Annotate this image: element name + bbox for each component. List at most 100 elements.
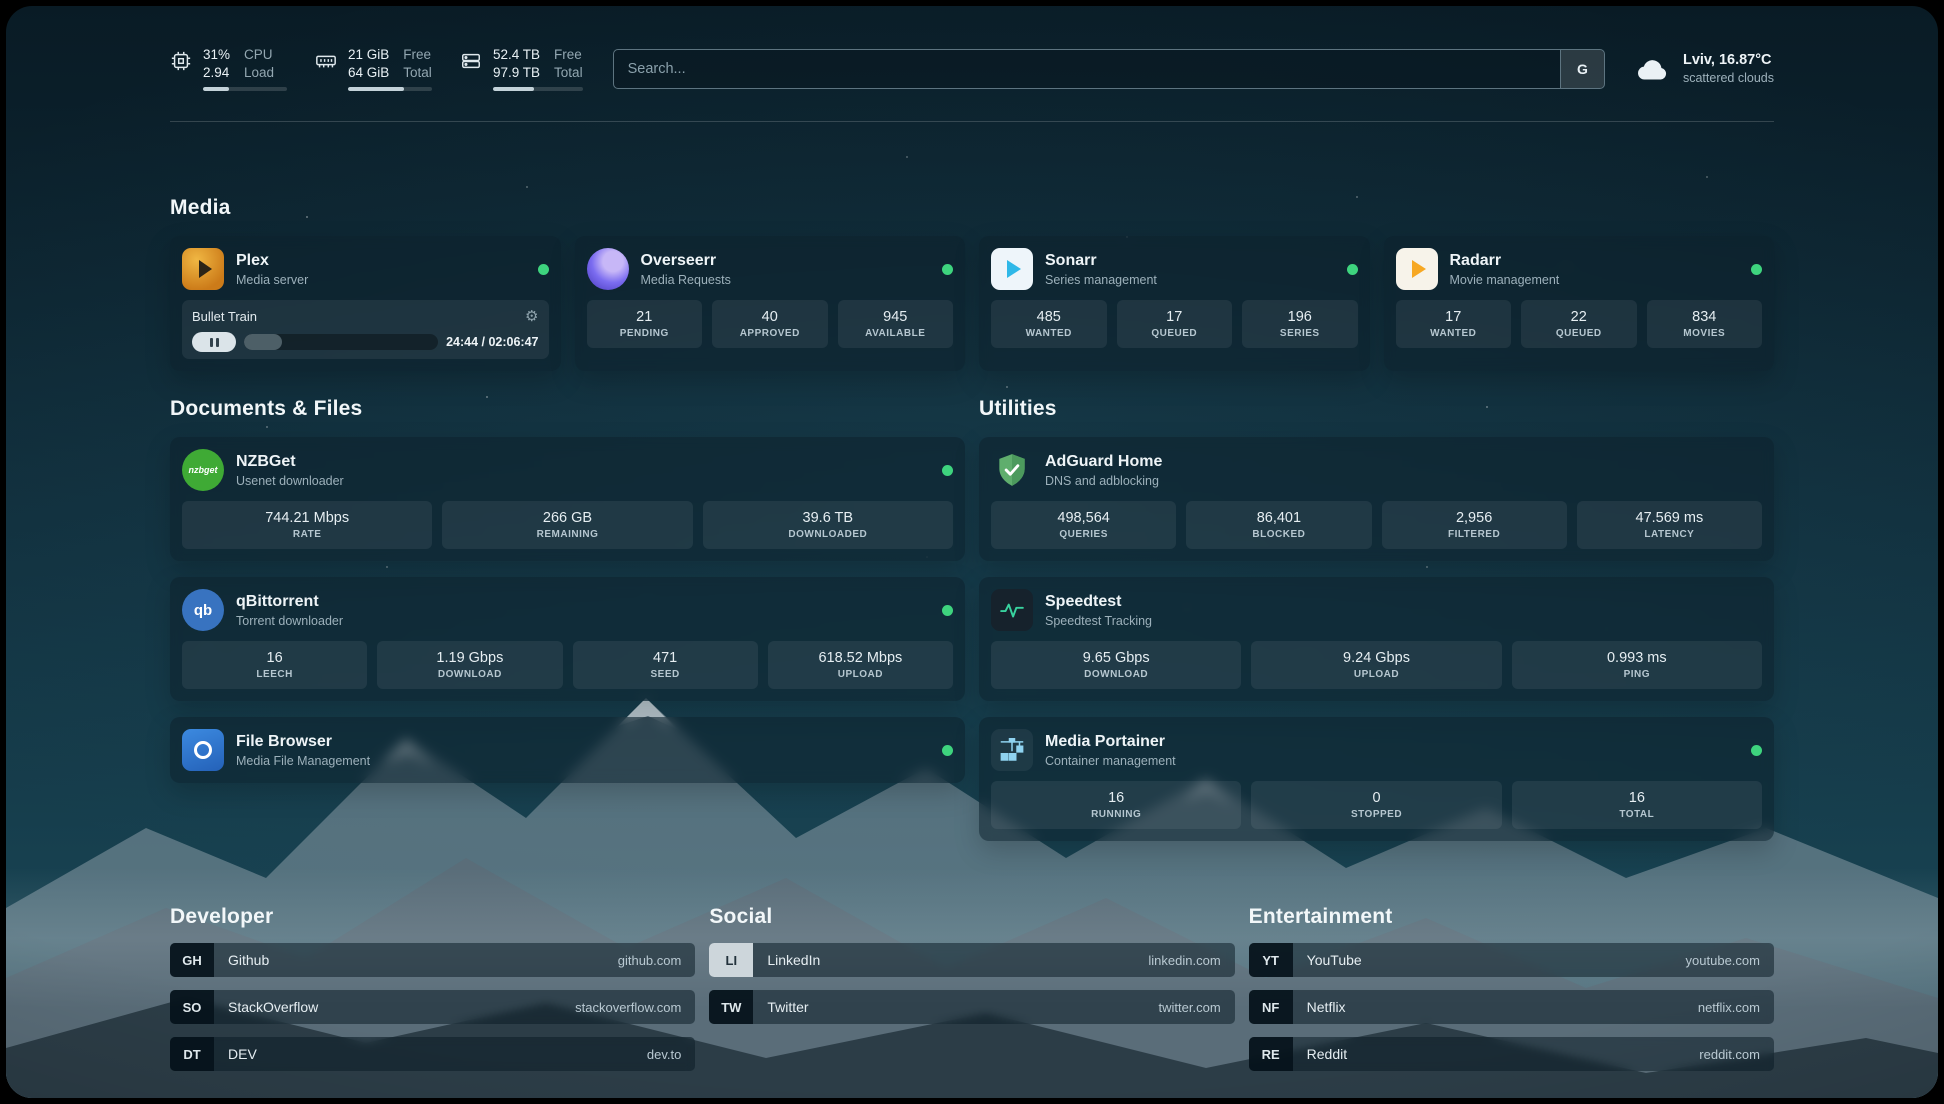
weather-widget[interactable]: Lviv, 16.87°C scattered clouds [1635, 51, 1774, 86]
service-card-overseerr[interactable]: Overseerr Media Requests 21 PENDING 40 A… [574, 236, 965, 372]
bookmark-group-title: Entertainment [1248, 905, 1393, 929]
radarr-icon [1395, 248, 1438, 291]
service-card-portainer[interactable]: Media Portainer Container management 16 … [979, 717, 1774, 842]
service-subtitle: Media server [236, 272, 309, 287]
weather-condition: scattered clouds [1682, 71, 1774, 86]
bookmark-abbr: GH [170, 943, 214, 978]
cpu-percent: 31% [203, 47, 231, 62]
stat-series: 196 SERIES [1242, 300, 1358, 349]
section-utilities: Utilities AdGuard Home DNS and adblockin… [979, 397, 1774, 842]
disk-free-value: 52.4 TB [493, 47, 541, 62]
search-input[interactable] [613, 49, 1560, 88]
stat-pending: 21 PENDING [586, 300, 702, 349]
stat-downloaded: 39.6 TB DOWNLOADED [702, 501, 953, 550]
memory-icon [315, 50, 337, 72]
bookmark-youtube[interactable]: YT YouTube youtube.com [1248, 943, 1774, 978]
status-dot [537, 263, 549, 275]
bookmark-name: Netflix [1306, 999, 1346, 1016]
service-subtitle: Movie management [1449, 272, 1560, 287]
qbittorrent-icon: qb [182, 589, 224, 632]
service-name: Radarr [1449, 251, 1502, 269]
bookmark-stackoverflow[interactable]: SO StackOverflow stackoverflow.com [170, 990, 696, 1025]
plex-now-playing: Bullet Train ⚙ 24:44 / 02:06:47 [182, 300, 549, 360]
playback-progress-bar[interactable] [244, 334, 439, 351]
portainer-icon [991, 729, 1033, 772]
bookmark-url: stackoverflow.com [575, 999, 682, 1015]
adguard-icon [991, 449, 1033, 491]
service-card-plex[interactable]: Plex Media server Bullet Train ⚙ [170, 236, 561, 372]
service-card-adguard[interactable]: AdGuard Home DNS and adblocking 498,564 … [979, 437, 1774, 562]
bookmark-group-social: Social LI LinkedIn linkedin.com TW Twitt… [709, 905, 1235, 1071]
service-subtitle: Usenet downloader [236, 473, 344, 488]
stat-total: 16 TOTAL [1511, 781, 1762, 830]
speedtest-icon [991, 589, 1033, 632]
memory-free-value: 21 GiB [348, 47, 390, 62]
service-card-sonarr[interactable]: Sonarr Series management 485 WANTED 17 Q… [979, 236, 1370, 372]
cpu-widget: 31% 2.94 CPU Load [170, 46, 287, 92]
status-dot [942, 604, 953, 616]
status-dot [1346, 263, 1358, 275]
bookmark-github[interactable]: GH Github github.com [170, 943, 696, 978]
disk-free-label: Free [554, 47, 582, 62]
section-documents: Documents & Files nzbget NZBGet Usenet d… [170, 397, 965, 841]
bookmark-name: Github [228, 952, 270, 969]
disk-progress-bar [493, 87, 583, 92]
memory-free-label: Free [403, 47, 432, 62]
stat-approved: 40 APPROVED [712, 300, 828, 349]
disk-icon [460, 50, 482, 72]
bookmark-twitter[interactable]: TW Twitter twitter.com [709, 990, 1235, 1025]
service-card-radarr[interactable]: Radarr Movie management 17 WANTED 22 QUE… [1383, 236, 1774, 372]
memory-total-label: Total [403, 65, 432, 81]
section-title-utilities: Utilities [979, 397, 1057, 421]
service-card-speedtest[interactable]: Speedtest Speedtest Tracking 9.65 Gbps D… [979, 577, 1774, 702]
stat-download: 9.65 Gbps DOWNLOAD [991, 641, 1242, 690]
stat-latency: 47.569 ms LATENCY [1576, 501, 1762, 550]
bookmark-name: Twitter [767, 999, 809, 1016]
stat-upload: 9.24 Gbps UPLOAD [1251, 641, 1502, 690]
topbar: 31% 2.94 CPU Load [170, 46, 1774, 92]
search-bar: G [612, 48, 1605, 89]
bookmark-url: github.com [617, 952, 682, 968]
pause-button[interactable] [192, 332, 236, 353]
bookmark-url: reddit.com [1699, 1046, 1760, 1062]
cpu-load-value: 2.94 [203, 65, 230, 81]
playback-time: 24:44 / 02:06:47 [446, 335, 539, 350]
service-name: qBittorrent [236, 592, 319, 610]
bookmark-abbr: LI [709, 943, 754, 978]
filebrowser-icon [182, 729, 224, 772]
status-dot [942, 263, 953, 275]
background-stars [6, 6, 8, 8]
status-dot [942, 464, 953, 476]
bookmark-url: linkedin.com [1148, 952, 1221, 968]
service-card-qbittorrent[interactable]: qb qBittorrent Torrent downloader 16 LEE… [170, 577, 965, 702]
service-subtitle: Speedtest Tracking [1045, 613, 1153, 628]
stat-download: 1.19 Gbps DOWNLOAD [377, 641, 563, 690]
service-card-nzbget[interactable]: nzbget NZBGet Usenet downloader 744.21 M… [170, 437, 965, 562]
bookmark-url: dev.to [646, 1046, 682, 1062]
stat-filtered: 2,956 FILTERED [1381, 501, 1567, 550]
cpu-load-label: Load [244, 65, 275, 81]
overseerr-icon [586, 248, 629, 291]
cpu-icon [170, 50, 192, 72]
bookmark-abbr: NF [1248, 990, 1293, 1025]
settings-icon[interactable]: ⚙ [525, 308, 539, 326]
plex-icon [182, 248, 224, 291]
bookmark-linkedin[interactable]: LI LinkedIn linkedin.com [709, 943, 1235, 978]
service-name: Media Portainer [1045, 732, 1166, 750]
cpu-label: CPU [244, 47, 273, 62]
service-name: Sonarr [1045, 251, 1097, 269]
bookmark-netflix[interactable]: NF Netflix netflix.com [1248, 990, 1774, 1025]
search-provider-button[interactable]: G [1559, 49, 1604, 88]
bookmark-dev[interactable]: DT DEV dev.to [170, 1037, 696, 1072]
disk-total-value: 97.9 TB [493, 65, 541, 81]
bookmark-reddit[interactable]: RE Reddit reddit.com [1248, 1037, 1774, 1072]
bookmark-abbr: SO [170, 990, 214, 1025]
service-card-filebrowser[interactable]: File Browser Media File Management [170, 717, 965, 784]
stat-remaining: 266 GB REMAINING [442, 501, 693, 550]
now-playing-title: Bullet Train [192, 308, 258, 324]
stat-stopped: 0 STOPPED [1251, 781, 1502, 830]
header-divider [170, 121, 1774, 123]
resource-widgets: 31% 2.94 CPU Load [170, 46, 583, 92]
bookmark-name: LinkedIn [767, 952, 821, 969]
status-dot [1751, 744, 1762, 756]
